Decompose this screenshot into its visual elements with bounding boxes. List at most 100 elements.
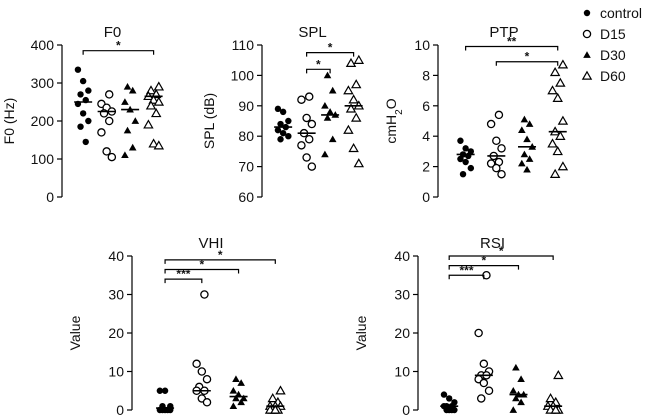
data-point	[343, 124, 354, 134]
significance-bracket: *	[306, 41, 355, 57]
data-point	[150, 107, 162, 118]
significance-bracket: *	[448, 244, 554, 260]
series-d60	[343, 54, 365, 168]
data-point	[467, 164, 475, 172]
series-control	[440, 391, 459, 414]
series-d30	[321, 71, 340, 158]
data-point	[202, 398, 212, 407]
y-tick-label: 40	[394, 248, 410, 264]
series-d60	[542, 369, 564, 414]
data-point	[523, 165, 531, 173]
data-point	[350, 79, 362, 89]
panel-title: PTP	[489, 24, 518, 41]
data-point	[123, 126, 132, 134]
data-point	[520, 150, 529, 158]
data-point	[279, 129, 287, 137]
data-point	[197, 367, 207, 376]
data-point	[474, 328, 483, 338]
data-point	[345, 103, 357, 113]
data-point	[85, 117, 92, 125]
y-tick-label: 20	[394, 325, 410, 341]
data-point	[274, 105, 282, 113]
data-point	[229, 386, 238, 394]
data-point	[353, 54, 365, 64]
data-point	[555, 130, 566, 140]
series-d15	[486, 110, 506, 179]
data-point	[440, 391, 448, 398]
data-point	[523, 135, 531, 143]
data-point	[509, 386, 518, 394]
data-point	[104, 90, 114, 99]
y-tick-label: 30	[394, 287, 410, 303]
data-point	[297, 95, 306, 104]
legend-marker	[582, 29, 592, 39]
data-point	[321, 102, 329, 109]
data-point	[161, 387, 169, 394]
data-point	[128, 86, 137, 94]
series-control	[456, 137, 475, 178]
significance-label: *	[328, 41, 333, 55]
data-point	[74, 66, 82, 73]
data-point	[97, 128, 106, 137]
data-point	[297, 141, 306, 150]
data-point	[552, 145, 563, 156]
legend: control D15 D30 D60	[581, 5, 642, 84]
legend-marker	[581, 70, 593, 80]
data-point	[525, 120, 534, 127]
data-point	[77, 123, 84, 130]
data-point	[348, 94, 359, 104]
data-point	[547, 138, 558, 148]
data-point	[494, 110, 504, 120]
series-d30	[509, 363, 528, 413]
data-point	[307, 162, 317, 171]
data-point	[350, 112, 362, 122]
significance-label: *	[116, 39, 121, 53]
y-tick-label: 10	[414, 37, 430, 53]
panel-title: F0	[104, 24, 122, 41]
data-point	[343, 85, 354, 95]
significance-bracket: ***	[164, 267, 203, 284]
y-tick-label: 300	[31, 75, 55, 91]
data-point	[237, 379, 245, 386]
data-point	[345, 57, 357, 67]
y-tick-label: 30	[108, 287, 124, 303]
series-d15	[192, 290, 212, 407]
panel-title: SPL	[298, 24, 326, 41]
y-tick-label: 110	[232, 37, 255, 53]
data-point	[517, 398, 525, 406]
data-point	[518, 159, 526, 167]
y-tick-label: 2	[422, 159, 430, 175]
significance-label: *	[482, 254, 487, 268]
data-point	[102, 147, 111, 156]
y-tick-label: 10	[394, 364, 410, 380]
significance-label: *	[218, 248, 223, 262]
data-point	[486, 119, 496, 129]
data-point	[229, 402, 238, 409]
y-tick-label: 0	[46, 189, 54, 205]
data-point	[462, 158, 469, 166]
series-d15	[474, 270, 494, 403]
data-point	[143, 119, 154, 129]
data-point	[121, 151, 129, 159]
data-point	[550, 404, 561, 414]
data-point	[462, 145, 469, 152]
data-point	[323, 114, 332, 121]
data-point	[79, 110, 87, 117]
panel-title: VHI	[198, 235, 223, 252]
data-point	[445, 395, 453, 402]
data-point	[279, 108, 287, 116]
significance-bracket: *	[306, 57, 331, 74]
data-point	[202, 374, 212, 384]
data-point	[285, 117, 292, 125]
data-point	[443, 406, 450, 414]
data-point	[545, 393, 556, 403]
data-point	[525, 155, 534, 162]
data-point	[304, 92, 314, 101]
data-point	[153, 81, 165, 91]
significance-bracket: *	[448, 254, 520, 270]
series-d30	[229, 375, 248, 409]
